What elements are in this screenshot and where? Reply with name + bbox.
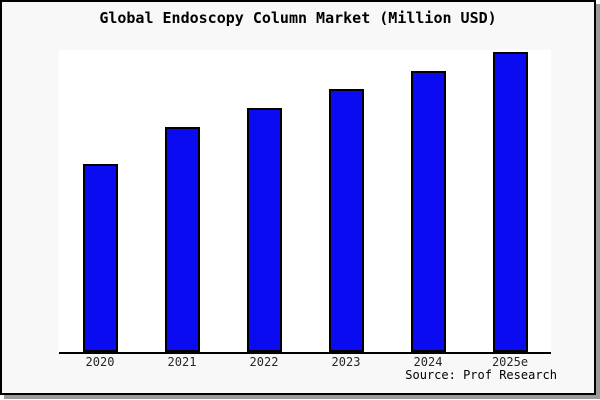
x-tick-label-2023: 2023	[331, 355, 361, 369]
bar-2021	[164, 126, 200, 352]
bar-2023	[328, 89, 364, 352]
bar-2020	[82, 164, 118, 352]
x-tick-label-2021: 2021	[167, 355, 197, 369]
x-tick-label-2022: 2022	[249, 355, 279, 369]
chart-title: Global Endoscopy Column Market (Million …	[99, 9, 497, 27]
bar-slot-2020	[59, 50, 141, 352]
bar-slot-2021	[141, 50, 223, 352]
source-credit: Source: Prof Research	[405, 368, 557, 382]
bar-slot-2023	[305, 50, 387, 352]
bars-container	[59, 50, 551, 352]
bar-2024	[410, 70, 446, 352]
bar-slot-2024	[387, 50, 469, 352]
plot-area	[59, 50, 551, 354]
bar-slot-2025e	[469, 50, 551, 352]
x-axis-tick-labels: 2020 2021 2022 2023 2024 2025e	[59, 355, 551, 369]
bar-2022	[246, 108, 282, 352]
x-tick-label-2025e: 2025e	[491, 355, 529, 369]
x-tick-label-2024: 2024	[413, 355, 443, 369]
bar-slot-2022	[223, 50, 305, 352]
x-tick-label-2020: 2020	[85, 355, 115, 369]
bar-2025e	[492, 51, 528, 352]
